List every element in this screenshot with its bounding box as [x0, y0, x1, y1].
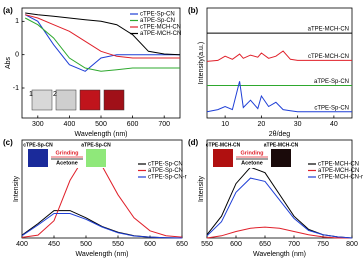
x-tick-label: 40 [330, 121, 338, 128]
data-line [24, 17, 180, 72]
plot-frame [21, 139, 183, 239]
inset-label: Grinding [56, 150, 79, 156]
y-tick-label: -1 [13, 85, 19, 92]
inset-label: 1 [29, 91, 33, 98]
x-axis-label: 2θ/deg [269, 131, 291, 138]
panel-label: (b) [188, 6, 199, 15]
legend-label: cTPE-MCH-CN [140, 25, 181, 31]
data-line [25, 14, 180, 59]
data-line [21, 213, 183, 239]
x-tick-label: 600 [127, 121, 139, 128]
x-tick-label: 600 [144, 241, 156, 248]
x-tick-label: 550 [201, 241, 213, 248]
x-tick-label: 500 [80, 241, 92, 248]
data-line [206, 177, 353, 239]
x-axis-label: Wavelength (nm) [74, 131, 127, 138]
x-tick-label: 500 [95, 121, 107, 128]
legend-label: aTPE-MCH-CN [140, 31, 181, 37]
legend-label: aTPE-Sp-CN [140, 18, 175, 24]
inset-label: Acetone [56, 160, 78, 166]
x-tick-label: 800 [346, 241, 358, 248]
x-tick-label: 700 [158, 121, 170, 128]
inset-label: aTPE-Sp-CN [81, 142, 111, 148]
legend-label: cTPE-MCH-CN [318, 162, 359, 168]
trace-label: aTPE-MCH-CN [308, 27, 349, 33]
x-tick-label: 700 [288, 241, 300, 248]
x-tick-label: 550 [112, 241, 124, 248]
inset-photo [86, 149, 106, 167]
x-tick-label: 600 [230, 241, 242, 248]
inset-photo [55, 89, 77, 111]
x-tick-label: 30 [294, 121, 302, 128]
legend-label: aTPE-MCH-CN [318, 168, 359, 174]
y-tick-label: 0 [15, 52, 19, 59]
x-tick-label: 300 [32, 121, 44, 128]
data-line [206, 81, 352, 113]
inset-photo [79, 89, 101, 111]
data-line [21, 210, 183, 239]
data-line [25, 12, 181, 56]
x-tick-label: 450 [48, 241, 60, 248]
y-axis-label: Intensity [198, 175, 205, 202]
inset-label: Acetone [241, 160, 263, 166]
x-tick-label: 750 [317, 241, 329, 248]
inset-label: Grinding [241, 150, 264, 156]
legend-label: cTPE-MCH-CN-r [318, 175, 363, 181]
data-line [24, 14, 180, 72]
data-line [206, 50, 352, 62]
plot-frame [206, 139, 353, 239]
x-tick-label: 20 [257, 121, 265, 128]
x-tick-label: 400 [16, 241, 28, 248]
trace-label: cTPE-MCH-CN [308, 54, 349, 60]
x-tick-label: 400 [64, 121, 76, 128]
inset-photo [103, 89, 125, 111]
inset-photo [271, 149, 291, 167]
inset-photo [28, 149, 48, 167]
inset-photo [31, 89, 53, 111]
legend-label: aTPE-Sp-CN [148, 168, 183, 174]
trace-label: cTPE-Sp-CN [314, 105, 349, 111]
y-axis-label: Intensity(a.u.) [198, 42, 205, 84]
y-axis-label: Abs [5, 56, 12, 69]
inset-label: aTPE-MCH-CN [264, 142, 299, 148]
panel-label: (d) [188, 138, 199, 147]
x-tick-label: 650 [176, 241, 188, 248]
legend-label: cTPE-Sp-CN [140, 12, 175, 18]
x-axis-label: Wavelength (nm) [253, 251, 306, 258]
inset-label: cTPE-Sp-CN [23, 142, 53, 148]
trace-label: aTPE-Sp-CN [314, 79, 349, 85]
x-tick-label: 10 [221, 121, 229, 128]
plot-frame [206, 7, 353, 119]
y-axis-label: Intensity [13, 175, 20, 202]
y-tick-label: 1 [15, 18, 19, 25]
legend-label: cTPE-Sp-CN-r [148, 175, 187, 181]
inset-label: 2 [53, 91, 57, 98]
legend-label: cTPE-Sp-CN [148, 162, 183, 168]
panel-label: (a) [3, 6, 13, 15]
x-axis-label: Wavelength (nm) [75, 251, 128, 258]
inset-photo [213, 149, 233, 167]
panel-label: (c) [3, 138, 13, 147]
inset-label: cTPE-MCH-CN [206, 142, 241, 148]
data-line [206, 226, 352, 239]
x-tick-label: 650 [259, 241, 271, 248]
